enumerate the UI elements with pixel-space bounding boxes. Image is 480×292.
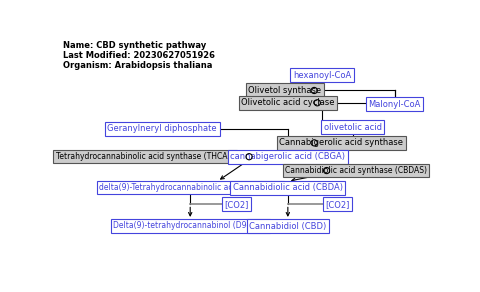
Text: olivetolic acid: olivetolic acid xyxy=(324,123,382,132)
Text: delta(9)-Tetrahydrocannabinolic acid (D9-THCA): delta(9)-Tetrahydrocannabinolic acid (D9… xyxy=(99,183,281,192)
Text: [CO2]: [CO2] xyxy=(225,200,249,209)
Text: Tetrahydrocannabinolic acid synthase (THCAS): Tetrahydrocannabinolic acid synthase (TH… xyxy=(56,152,235,161)
Text: Organism: Arabidopsis thaliana: Organism: Arabidopsis thaliana xyxy=(63,61,213,70)
Text: Delta(9)-tetrahydrocannabinol (D9-THC): Delta(9)-tetrahydrocannabinol (D9-THC) xyxy=(113,222,267,230)
Text: Olivetolic acid cyclase: Olivetolic acid cyclase xyxy=(241,98,335,107)
Text: hexanoyl-CoA: hexanoyl-CoA xyxy=(293,71,351,80)
Text: cannabigerolic acid (CBGA): cannabigerolic acid (CBGA) xyxy=(230,152,345,161)
Text: [CO2]: [CO2] xyxy=(325,200,349,209)
Text: Olivetol synthase: Olivetol synthase xyxy=(248,86,321,95)
Text: Geranylneryl diphosphate: Geranylneryl diphosphate xyxy=(108,124,217,133)
Text: Cannabidiolic acid synthase (CBDAS): Cannabidiolic acid synthase (CBDAS) xyxy=(285,166,427,175)
Text: Cannabidiol (CBD): Cannabidiol (CBD) xyxy=(249,222,326,230)
Text: Cannabidiolic acid (CBDA): Cannabidiolic acid (CBDA) xyxy=(233,183,343,192)
Text: Malonyl-CoA: Malonyl-CoA xyxy=(369,100,421,109)
Text: Cannabigerolic acid synthase: Cannabigerolic acid synthase xyxy=(279,138,403,147)
Text: Name: CBD synthetic pathway: Name: CBD synthetic pathway xyxy=(63,41,206,50)
Text: Last Modified: 20230627051926: Last Modified: 20230627051926 xyxy=(63,51,215,60)
